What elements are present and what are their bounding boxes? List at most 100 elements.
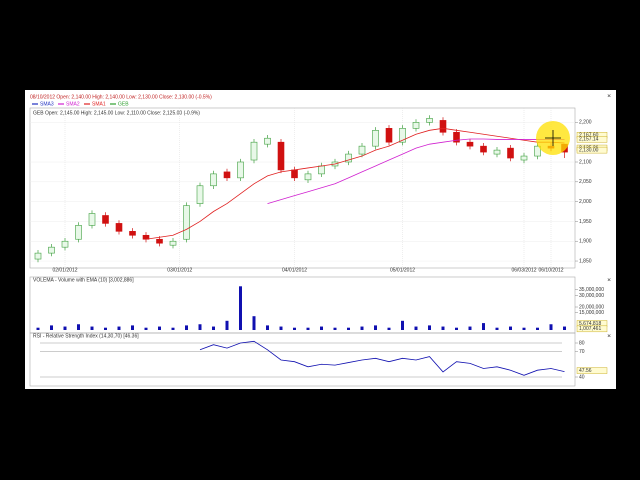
volume-bar	[401, 320, 404, 330]
volume-bar	[158, 326, 161, 330]
volume-bar	[50, 325, 53, 330]
volume-bar	[563, 326, 566, 330]
value-tag-label: 2,157.14	[579, 137, 599, 143]
value-tag-label: 5,674,818	[579, 321, 601, 327]
y-tick-label: 2,100	[579, 159, 592, 165]
volume-bar	[455, 327, 458, 330]
y-tick-label: 80	[579, 340, 585, 346]
y-tick-label: 1,950	[579, 219, 592, 225]
panel-title: GEB Open: 2,145.00 High: 2,145.00 Low: 2…	[33, 110, 200, 116]
candle-body	[439, 120, 447, 133]
y-tick-label: 2,200	[579, 120, 592, 126]
volume-bar	[225, 320, 229, 330]
panel-title: VOLEMA - Volume with EMA (10) [3,002,886…	[33, 277, 134, 283]
volume-bar	[549, 324, 553, 330]
x-tick-label: 04/01/2012	[282, 267, 307, 273]
candle-body	[115, 223, 123, 232]
volume-bar	[414, 326, 418, 330]
volume-bar	[468, 326, 472, 330]
candle-body	[75, 225, 82, 240]
candle-body	[493, 149, 501, 155]
candle-body	[507, 147, 514, 159]
candle-body	[196, 185, 204, 204]
volume-bar	[266, 325, 269, 330]
volume-bar	[509, 326, 512, 330]
candle-body	[169, 240, 177, 246]
candle-body	[277, 141, 285, 171]
y-tick-label: 15,000,000	[579, 310, 604, 316]
sma-line	[145, 127, 565, 240]
candle-body	[304, 173, 312, 181]
value-tag	[576, 325, 608, 333]
candle-body	[102, 215, 109, 224]
candle-body	[453, 131, 460, 143]
candle-body	[534, 145, 541, 157]
volume-bar	[144, 327, 148, 330]
volume-bar	[171, 327, 175, 330]
close-button[interactable]: ✕	[607, 333, 611, 339]
volume-bar	[185, 325, 188, 330]
volume-bar	[36, 327, 40, 330]
value-tag-label: 47.56	[579, 368, 592, 374]
candle-body	[426, 118, 433, 123]
volume-bar	[131, 325, 134, 330]
candle-body	[412, 122, 420, 129]
value-tag	[576, 136, 608, 143]
header-info: 08/10/2012 Open: 2,140.00 High: 2,140.00…	[30, 94, 212, 100]
sma-line	[267, 138, 565, 204]
legend-label: SMA1	[92, 101, 106, 107]
candle-body	[61, 240, 69, 248]
y-tick-label: 1,900	[579, 239, 592, 245]
volume-bar	[306, 327, 310, 330]
volume-bar	[441, 326, 445, 330]
volume-bar	[293, 327, 296, 330]
y-tick-label: 70	[579, 349, 585, 355]
volume-bar	[495, 327, 499, 330]
legend-label: SMA3	[40, 101, 54, 107]
volume-bar	[387, 327, 391, 330]
candle-body	[223, 171, 231, 179]
y-tick-label: 2,000	[579, 199, 592, 205]
x-tick-label: 02/01/2012	[52, 267, 77, 273]
candle-body	[88, 213, 96, 226]
volume-bar	[212, 326, 215, 330]
volume-bar	[252, 316, 256, 330]
candle-body	[358, 145, 366, 155]
candle-body	[466, 141, 474, 147]
value-tag	[576, 146, 608, 154]
volume-bar	[77, 324, 80, 330]
volume-bar	[347, 327, 350, 330]
volume-bar	[104, 327, 107, 330]
candle-body	[385, 128, 393, 143]
volume-bar	[333, 327, 337, 330]
panel-title: RSI - Relative Strength Index (14,30,70)…	[33, 333, 139, 339]
candle-body	[520, 155, 528, 161]
legend-label: GEB	[118, 101, 129, 107]
candle-body	[183, 205, 190, 240]
y-tick-label: 20,000,000	[579, 304, 604, 310]
value-tag-label: 2,167.60	[579, 133, 599, 139]
volume-bar	[279, 326, 283, 330]
candle-body	[250, 141, 258, 161]
candle-body	[399, 128, 406, 143]
x-tick-label: 06/03/2012	[511, 267, 536, 273]
candle-body	[345, 153, 352, 163]
y-tick-label: 35,000,000	[579, 287, 604, 293]
volume-bar	[522, 327, 526, 330]
y-tick-label: 40	[579, 374, 585, 380]
value-tag-label: 1,007,461	[579, 326, 601, 332]
rsi-panel	[29, 332, 576, 387]
candle-body	[480, 145, 487, 153]
candle-body	[34, 252, 42, 260]
x-tick-label: 06/10/2012	[538, 267, 563, 273]
price-panel	[29, 107, 576, 269]
window	[25, 90, 616, 389]
close-button[interactable]: ✕	[607, 93, 611, 99]
candle-body	[48, 246, 55, 254]
y-tick-label: 2,050	[579, 179, 592, 185]
volume-bar	[374, 325, 377, 330]
close-button[interactable]: ✕	[607, 277, 611, 283]
volume-bar	[117, 326, 121, 330]
value-tag	[576, 367, 608, 374]
